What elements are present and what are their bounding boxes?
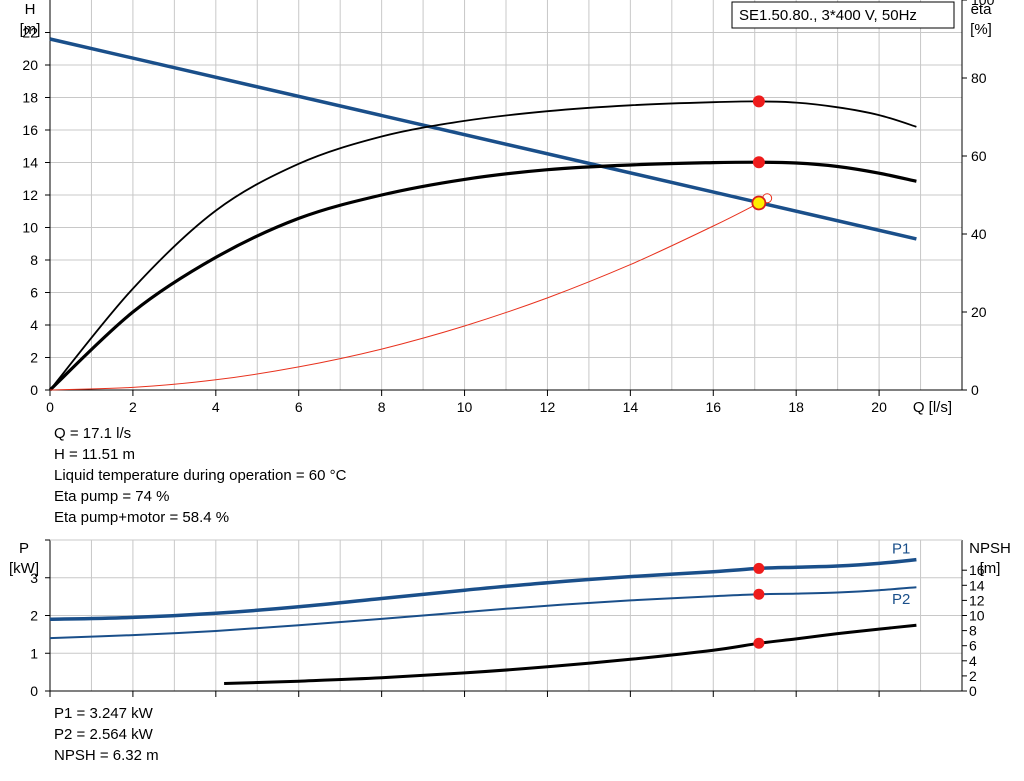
y-tick-label: 20 <box>22 57 38 73</box>
y-tick-label: 14 <box>22 155 38 171</box>
x-axis-label: Q [l/s] <box>913 399 952 416</box>
eta-pump-curve <box>49 100 917 391</box>
p2-series-label: P2 <box>892 591 910 608</box>
x-tick-label: 0 <box>46 399 54 415</box>
p1-operating-marker <box>753 562 765 574</box>
y2-tick-label: 14 <box>969 577 985 593</box>
y2-tick-label: 0 <box>969 683 977 699</box>
eta-total-readout: Eta pump+motor = 58.4 % <box>54 509 230 526</box>
y-tick-label: 18 <box>22 90 38 106</box>
p2-readout: P2 = 2.564 kW <box>54 726 153 743</box>
x-tick-label: 2 <box>129 399 137 415</box>
eta-total-operating-marker <box>752 156 765 169</box>
y-tick-label: 16 <box>22 122 38 138</box>
x-tick-label: 18 <box>788 399 804 415</box>
y-tick-label: 8 <box>30 252 38 268</box>
y2-axis-label: NPSH <box>969 540 1011 557</box>
y2-tick-label: 40 <box>971 226 987 242</box>
x-tick-label: 14 <box>623 399 639 415</box>
y2-tick-label: 4 <box>969 653 977 669</box>
p1-series-label: P1 <box>892 541 910 558</box>
y-tick-label: 0 <box>30 683 38 699</box>
x-tick-label: 8 <box>378 399 386 415</box>
system-curve <box>49 197 768 391</box>
y-tick-label: 6 <box>30 285 38 301</box>
y2-tick-label: 100 <box>971 0 995 8</box>
x-tick-label: 6 <box>295 399 303 415</box>
npsh-operating-marker <box>753 637 765 649</box>
y-axis-unit: [m] <box>20 21 41 38</box>
x-tick-label: 4 <box>212 399 220 415</box>
y-tick-label: 3 <box>30 570 38 586</box>
liquid-temperature-readout: Liquid temperature during operation = 60… <box>54 467 347 484</box>
chart-title: SE1.50.80., 3*400 V, 50Hz <box>739 7 917 24</box>
y2-tick-label: 0 <box>971 382 979 398</box>
y2-tick-label: 80 <box>971 70 987 86</box>
y-tick-label: 1 <box>30 645 38 661</box>
x-tick-label: 20 <box>871 399 887 415</box>
y-axis-label: H <box>25 1 36 18</box>
operating-point-readout: Q = 17.1 l/s H = 11.51 m Liquid temperat… <box>54 423 346 528</box>
flow-readout: Q = 17.1 l/s <box>54 425 132 442</box>
power-readout: P1 = 3.247 kW P2 = 2.564 kW NPSH = 6.32 … <box>54 703 159 766</box>
y-tick-label: 0 <box>30 382 38 398</box>
p2-curve <box>49 586 917 640</box>
y-axis-unit: [kW] <box>9 560 39 577</box>
eta-total-curve <box>48 160 917 392</box>
y-tick-label: 4 <box>30 317 38 333</box>
head-readout: H = 11.51 m <box>54 446 136 463</box>
npsh-readout: NPSH = 6.32 m <box>54 747 159 764</box>
y-tick-label: 12 <box>22 187 38 203</box>
y2-tick-label: 20 <box>971 304 987 320</box>
y2-tick-label: 12 <box>969 592 985 608</box>
x-tick-label: 10 <box>457 399 473 415</box>
x-tick-label: 16 <box>705 399 721 415</box>
head-curve <box>49 37 917 241</box>
duty-point-marker <box>751 195 767 211</box>
y2-axis-unit: [m] <box>980 560 1001 577</box>
y-axis-label: P <box>19 540 29 557</box>
y2-tick-label: 60 <box>971 148 987 164</box>
y2-axis-label: eta <box>971 1 993 18</box>
p1-curve <box>49 557 917 622</box>
y-tick-label: 2 <box>30 608 38 624</box>
y-tick-label: 22 <box>22 25 38 41</box>
p1-readout: P1 = 3.247 kW <box>54 705 153 722</box>
chart-title-box <box>731 1 955 29</box>
npsh-curve <box>224 623 917 685</box>
y2-tick-label: 10 <box>969 608 985 624</box>
y2-tick-label: 2 <box>969 668 977 684</box>
y-tick-label: 10 <box>22 220 38 236</box>
y2-tick-label: 6 <box>969 638 977 654</box>
p2-operating-marker <box>753 588 765 600</box>
y2-tick-label: 8 <box>969 623 977 639</box>
y2-tick-label: 16 <box>969 562 985 578</box>
y-tick-label: 2 <box>30 350 38 366</box>
x-tick-label: 12 <box>540 399 556 415</box>
eta-pump-operating-marker <box>752 95 765 108</box>
eta-pump-readout: Eta pump = 74 % <box>54 488 170 505</box>
y2-axis-unit: [%] <box>970 21 992 38</box>
